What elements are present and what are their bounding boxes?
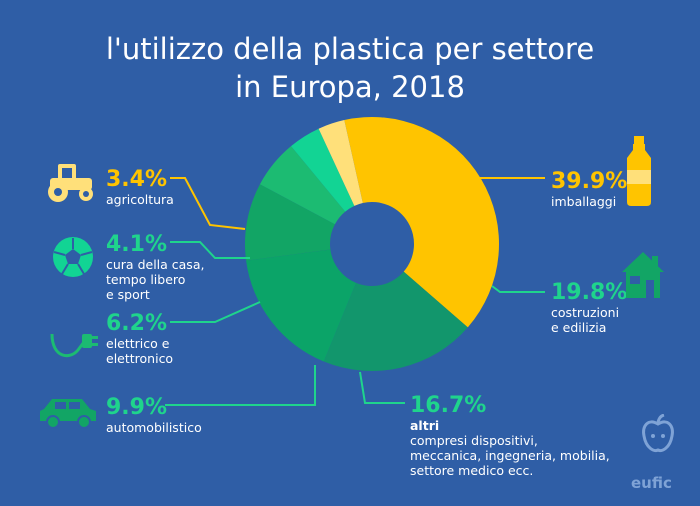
category-label-line: e sport [106,287,150,302]
category-label: elettrico e elettronico [106,336,173,366]
house-icon [622,252,664,298]
category-label-line: costruzioni [551,305,620,320]
category-label: costruzioni e edilizia [551,305,627,335]
value-label: 6.2% [106,311,168,336]
label-agricoltura: 3.4% agricoltura [106,167,174,208]
category-label: imballaggi [551,194,627,209]
slice-cura [291,128,355,212]
title-line-2: in Europa, 2018 [235,70,465,104]
label-costruzioni: 19.8% costruzioni e edilizia [551,280,628,336]
value-label: 16.7% [410,393,487,418]
value-label: 4.1% [106,232,168,257]
leader-line-automobilistico [165,365,316,406]
label-imballaggi: 39.9% imballaggi [551,169,628,210]
eufic-logo: eufic [631,474,672,492]
leader-line-costruzioni [491,285,545,293]
category-label-line: e edilizia [551,320,607,335]
eufic-logo-icon [642,414,674,452]
category-label-line: automobilistico [106,420,202,435]
leader-line-agricoltura [170,177,246,230]
label-elettrico: 6.2% elettrico e elettronico [106,311,173,367]
slice-elettrico [259,146,346,225]
ball-icon [53,237,93,277]
slice-altri [246,249,357,362]
category-label-line: elettronico [106,351,174,366]
label-cura: 4.1% cura della casa, tempo libero e spo… [106,232,204,303]
label-automobilistico: 9.9% automobilistico [106,395,202,436]
category-label-line: cura della casa, [106,257,205,272]
category-label-line: altri [410,418,440,433]
plug-icon [50,333,98,358]
category-label: agricoltura [106,192,174,207]
category-label: cura della casa, tempo libero e sport [106,257,204,302]
value-label: 3.4% [106,167,168,192]
category-label-line: settore medico ecc. [410,463,534,478]
slice-imballaggi [344,117,499,328]
value-label: 39.9% [551,169,628,194]
label-altri: 16.7% altri compresi dispositivi, meccan… [410,393,610,479]
category-label-line: tempo libero [106,272,186,287]
leader-line-altri [359,371,405,404]
category-label-line: elettrico e [106,336,170,351]
value-label: 9.9% [106,395,168,420]
leader-line-imballaggi [429,177,545,185]
slice-automobilistico [245,184,335,261]
car-icon [40,399,96,429]
value-label: 19.8% [551,280,628,305]
category-label-line: meccanica, ingegneria, mobilia, [410,448,610,463]
leader-line-cura [170,241,250,259]
title-line-1: l'utilizzo della plastica per settore [105,32,595,66]
category-label: automobilistico [106,420,202,435]
tractor-icon [48,164,93,202]
category-label-line: agricoltura [106,192,174,207]
slice-agricoltura [318,120,363,206]
leader-line-elettrico [170,301,261,323]
category-label: altri compresi dispositivi, meccanica, i… [410,418,610,478]
category-label-line: imballaggi [551,194,617,209]
slice-costruzioni [323,271,468,371]
category-label-line: compresi dispositivi, [410,433,538,448]
bottle-icon [627,136,651,206]
chart-title: l'utilizzo della plastica per settore in… [0,30,700,106]
